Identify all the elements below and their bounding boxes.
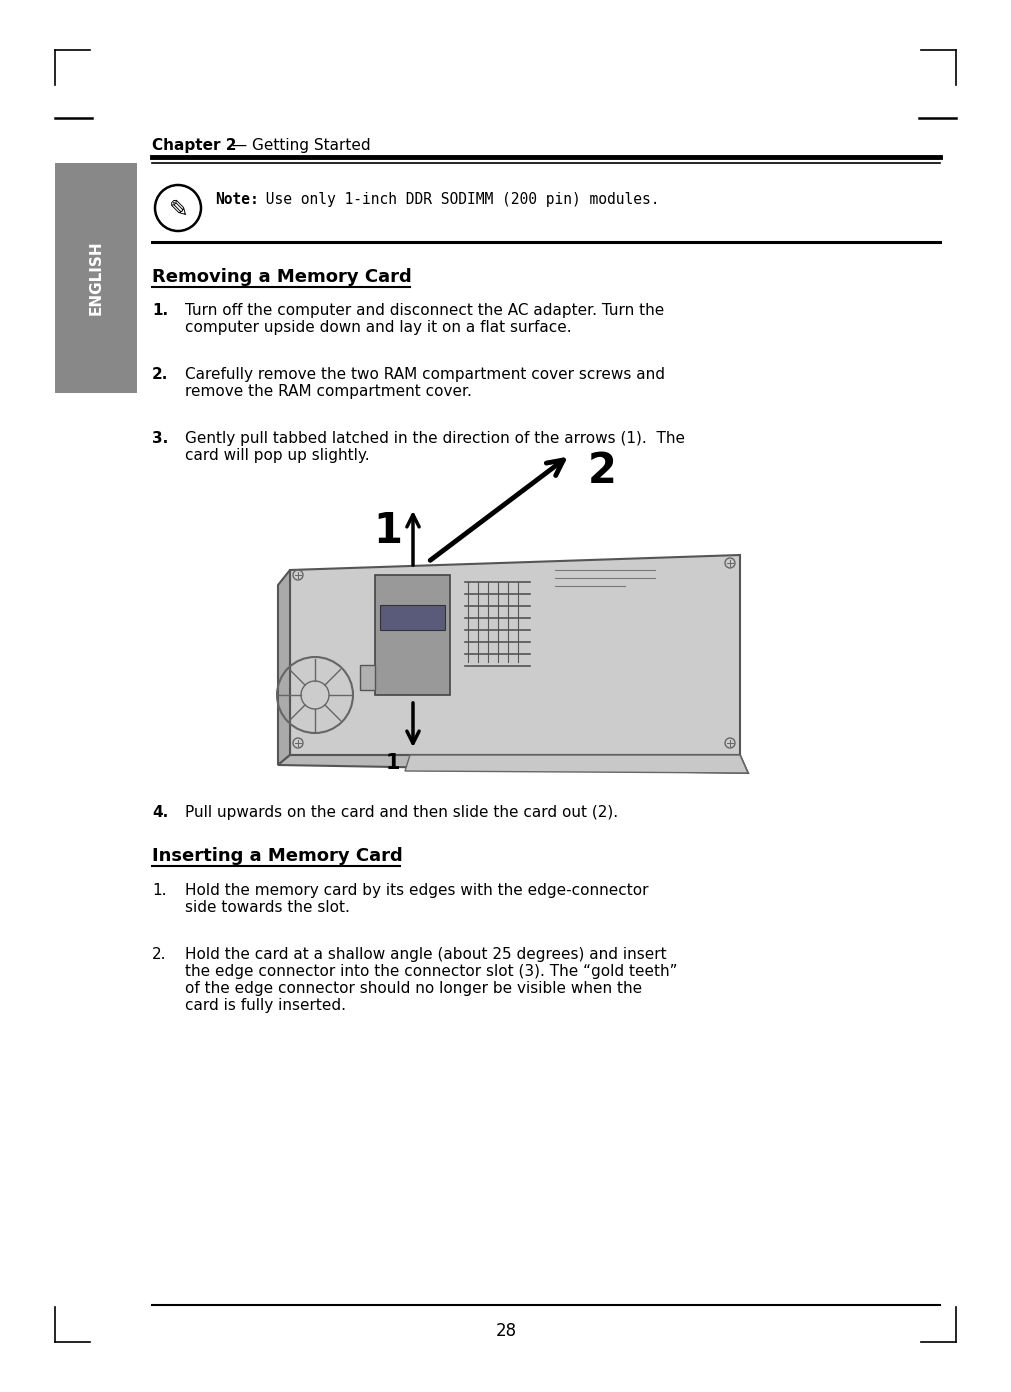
Text: 2: 2: [587, 450, 617, 491]
Polygon shape: [278, 569, 290, 766]
Polygon shape: [278, 754, 748, 773]
Text: 3.: 3.: [152, 432, 168, 445]
Text: ✎: ✎: [169, 198, 189, 221]
Text: remove the RAM compartment cover.: remove the RAM compartment cover.: [185, 384, 472, 400]
Text: of the edge connector should no longer be visible when the: of the edge connector should no longer b…: [185, 981, 642, 997]
Text: Inserting a Memory Card: Inserting a Memory Card: [152, 846, 402, 864]
Polygon shape: [405, 754, 748, 773]
Text: Turn off the computer and disconnect the AC adapter. Turn the: Turn off the computer and disconnect the…: [185, 303, 664, 317]
Polygon shape: [290, 555, 740, 754]
Text: 1: 1: [386, 753, 400, 773]
Text: Carefully remove the two RAM compartment cover screws and: Carefully remove the two RAM compartment…: [185, 367, 665, 381]
Text: 4.: 4.: [152, 805, 168, 820]
Text: Note:: Note:: [215, 192, 259, 207]
Text: card will pop up slightly.: card will pop up slightly.: [185, 448, 370, 464]
Text: computer upside down and lay it on a flat surface.: computer upside down and lay it on a fla…: [185, 320, 571, 335]
Bar: [55, 163, 137, 393]
Text: the edge connector into the connector slot (3). The “gold teeth”: the edge connector into the connector sl…: [185, 965, 677, 979]
Text: Chapter 2: Chapter 2: [152, 138, 237, 153]
Text: Hold the memory card by its edges with the edge-connector: Hold the memory card by its edges with t…: [185, 883, 648, 898]
Text: card is fully inserted.: card is fully inserted.: [185, 998, 346, 1013]
Text: — Getting Started: — Getting Started: [227, 138, 371, 153]
Text: Hold the card at a shallow angle (about 25 degrees) and insert: Hold the card at a shallow angle (about …: [185, 947, 666, 962]
Text: Use only 1-inch DDR SODIMM (200 pin) modules.: Use only 1-inch DDR SODIMM (200 pin) mod…: [257, 192, 659, 207]
Text: Removing a Memory Card: Removing a Memory Card: [152, 269, 411, 285]
Text: ENGLISH: ENGLISH: [89, 241, 103, 316]
Text: side towards the slot.: side towards the slot.: [185, 901, 350, 915]
Text: Gently pull tabbed latched in the direction of the arrows (1).  The: Gently pull tabbed latched in the direct…: [185, 432, 685, 445]
Polygon shape: [360, 665, 375, 690]
Text: 2.: 2.: [152, 947, 167, 962]
Text: 1.: 1.: [152, 303, 168, 317]
Text: 28: 28: [495, 1322, 517, 1340]
Text: 1.: 1.: [152, 883, 167, 898]
Text: 2.: 2.: [152, 367, 169, 381]
Bar: [375, 575, 450, 695]
Text: 1: 1: [373, 509, 402, 553]
Text: Pull upwards on the card and then slide the card out (2).: Pull upwards on the card and then slide …: [185, 805, 618, 820]
Bar: [380, 606, 445, 631]
